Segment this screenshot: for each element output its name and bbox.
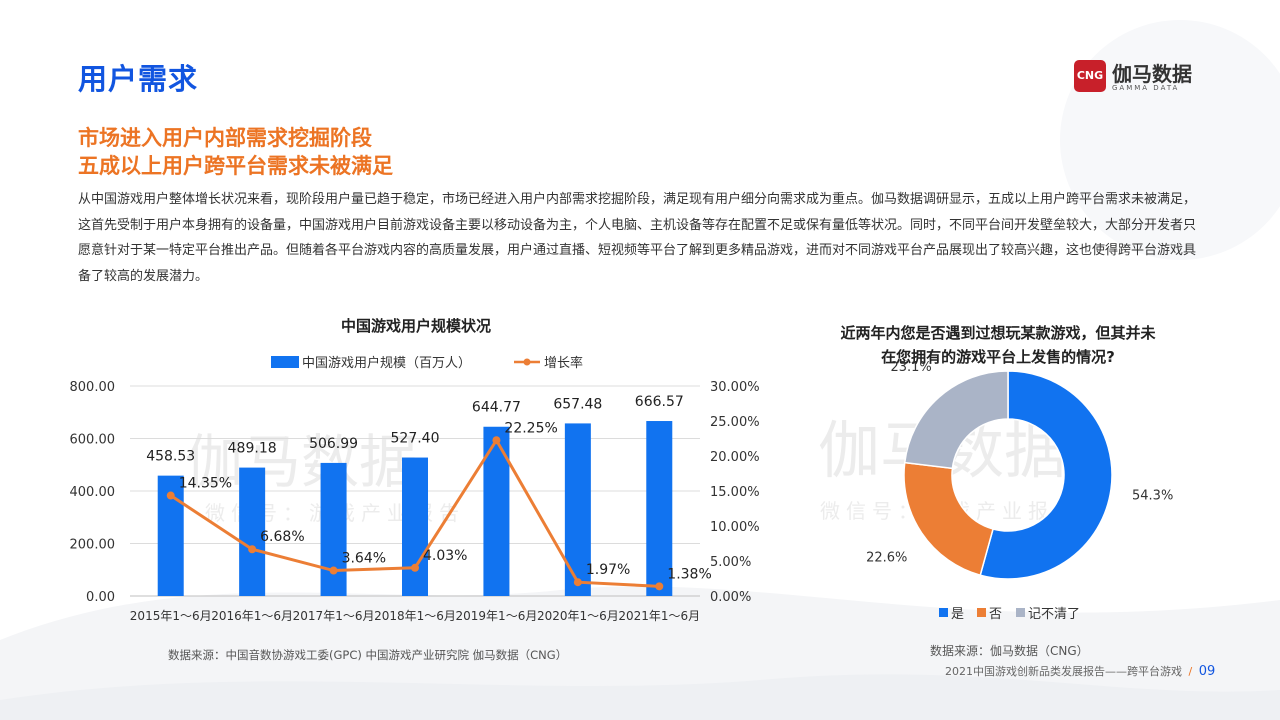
category-label: 2017年1～6月 <box>293 609 375 623</box>
logo-text-cn: 伽马数据 <box>1112 62 1192 86</box>
legend-bar-label: 中国游戏用户规模（百万人） <box>302 355 471 371</box>
bar-value-label: 458.53 <box>146 449 195 465</box>
bar <box>402 457 428 596</box>
body-paragraph: 从中国游戏用户整体增长状况来看，现阶段用户量已趋于稳定，市场已经进入用户内部需求… <box>78 192 1197 284</box>
category-label: 2015年1～6月 <box>130 609 212 623</box>
donut-title-line-2: 在您拥有的游戏平台上发售的情况? <box>881 348 1115 366</box>
growth-rate-point <box>411 563 419 572</box>
source-note-left: 数据来源：中国音数协游戏工委(GPC) 中国游戏产业研究院 伽马数据（CNG） <box>168 648 568 662</box>
right-tick-label: 25.00% <box>710 415 760 430</box>
bar-value-label: 527.40 <box>391 431 440 447</box>
legend-yes-label: 是 <box>951 607 964 622</box>
legend-no-label: 否 <box>989 607 1002 622</box>
growth-rate-point <box>492 436 501 445</box>
legend-yes-swatch <box>939 608 948 617</box>
growth-rate-point <box>655 582 664 591</box>
subtitle-line-2: 五成以上用户跨平台需求未被满足 <box>78 154 393 178</box>
category-axis-labels: 2015年1～6月 2016年1～6月 2017年1～6月 2018年1～6月 2019… <box>130 609 700 623</box>
growth-rate-label: 1.97% <box>586 562 630 578</box>
bar-chart-title: 中国游戏用户规模状况 <box>341 317 491 335</box>
page-title: 用户需求 <box>78 62 199 96</box>
growth-rate-point <box>573 578 582 587</box>
company-logo: CNG 伽马数据 GAMMA DATA <box>1074 60 1214 96</box>
category-label: 2021年1～6月 <box>618 609 700 623</box>
legend-line-label: 增长率 <box>544 355 583 371</box>
legend-unsure-swatch <box>1016 608 1025 617</box>
left-tick-label: 400.00 <box>70 485 116 500</box>
donut-value-label: 54.3% <box>1132 489 1173 504</box>
footer-report-title: 2021中国游戏创新品类发展报告——跨平台游戏 <box>945 665 1182 678</box>
legend-unsure-label: 记不清了 <box>1028 607 1080 622</box>
subtitle-line-1: 市场进入用户内部需求挖掘阶段 <box>78 126 372 150</box>
growth-rate-label: 22.25% <box>504 420 557 436</box>
user-scale-chart: 中国游戏用户规模状况 中国游戏用户规模（百万人） 增长率 0.00 200.00 4… <box>70 317 760 623</box>
section-subtitle: 市场进入用户内部需求挖掘阶段 五成以上用户跨平台需求未被满足 <box>78 124 393 180</box>
left-tick-label: 0.00 <box>86 590 115 605</box>
growth-rate-label: 3.64% <box>342 551 386 567</box>
right-tick-label: 20.00% <box>710 450 760 465</box>
left-tick-label: 200.00 <box>70 538 116 553</box>
bar-value-label: 657.48 <box>553 396 602 412</box>
source-note-right: 数据来源：伽马数据（CNG） <box>930 644 1089 658</box>
growth-rate-label: 1.38% <box>667 566 711 582</box>
bar <box>646 421 673 596</box>
bar-chart-legend: 中国游戏用户规模（百万人） 增长率 <box>271 355 583 371</box>
donut-slices <box>903 370 1113 580</box>
right-tick-label: 15.00% <box>710 485 760 500</box>
donut-legend: 是 否 记不清了 <box>939 607 1080 622</box>
donut-value-labels: 54.3% 22.6% 23.1% <box>866 360 1173 566</box>
category-label: 2018年1～6月 <box>374 609 456 623</box>
logo-badge: CNG <box>1074 60 1106 92</box>
right-tick-label: 0.00% <box>710 590 751 605</box>
donut-value-label: 22.6% <box>866 550 907 565</box>
growth-rate-point <box>248 545 257 554</box>
donut-slice <box>903 370 1009 470</box>
legend-line-marker <box>523 358 531 366</box>
legend-no-swatch <box>977 608 986 617</box>
page-number: 09 <box>1198 664 1216 679</box>
right-tick-label: 10.00% <box>710 520 760 535</box>
category-label: 2020年1～6月 <box>537 609 619 623</box>
left-tick-label: 800.00 <box>70 380 116 395</box>
line-series: 14.35% 6.68% 3.64% 4.03% 22.25% 1.97% 1.38% <box>166 420 712 591</box>
bar-value-label: 644.77 <box>472 400 521 416</box>
growth-rate-point <box>329 566 338 575</box>
category-label: 2019年1～6月 <box>456 609 538 623</box>
page-footer: 2021中国游戏创新品类发展报告——跨平台游戏 / 09 <box>945 663 1215 679</box>
donut-slice <box>979 370 1113 580</box>
bar <box>320 462 347 596</box>
bar-series: 458.53 489.18 506.99 527.40 644.77 657.48 666.… <box>146 394 684 596</box>
left-axis-ticks: 0.00 200.00 400.00 600.00 800.00 <box>70 380 116 605</box>
right-tick-label: 30.00% <box>710 380 760 395</box>
donut-title-line-1: 近两年内您是否遇到过想玩某款游戏，但其并未 <box>840 324 1156 342</box>
bar <box>239 467 266 596</box>
growth-rate-label: 6.68% <box>260 529 304 545</box>
donut-value-label: 23.1% <box>890 360 931 375</box>
right-axis-ticks: 0.00% 5.00% 10.00% 15.00% 20.00% 25.00% 30.00% <box>710 380 760 605</box>
donut-slice <box>903 461 994 577</box>
logo-text-en: GAMMA DATA <box>1112 84 1180 92</box>
footer-separator: / <box>1188 665 1193 678</box>
bar-value-label: 489.18 <box>228 441 277 457</box>
watermark-left: 伽马数据 <box>185 428 417 496</box>
growth-rate-label: 4.03% <box>423 548 467 564</box>
bar-value-label: 666.57 <box>635 394 684 410</box>
left-tick-label: 600.00 <box>70 433 116 448</box>
legend-bar-swatch <box>271 356 299 368</box>
growth-rate-point <box>166 491 175 500</box>
cross-platform-donut-chart: 近两年内您是否遇到过想玩某款游戏，但其并未 在您拥有的游戏平台上发售的情况? 5… <box>840 324 1173 622</box>
right-tick-label: 5.00% <box>710 555 751 570</box>
growth-rate-label: 14.35% <box>179 476 232 492</box>
category-label: 2016年1～6月 <box>211 609 293 623</box>
bar-value-label: 506.99 <box>309 436 358 452</box>
